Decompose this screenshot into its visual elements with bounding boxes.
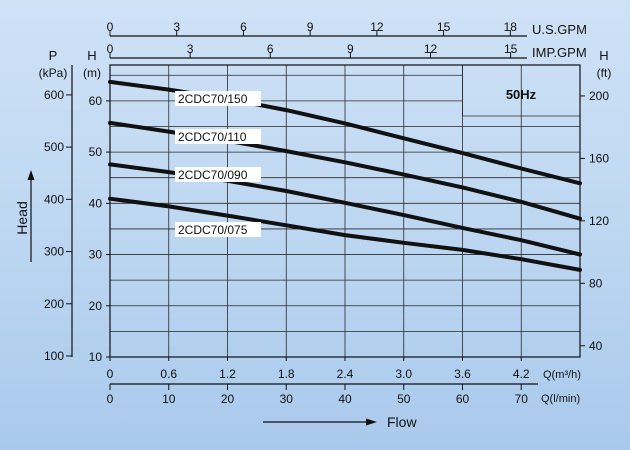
model-label-bg: [175, 167, 261, 182]
impgpm-tick-label: 12: [424, 42, 438, 56]
impgpm-tick-label: 6: [267, 42, 274, 56]
q-m3h-tick-label: 1.2: [219, 367, 236, 381]
q-m3h-unit-label: Q(m³/h): [543, 369, 581, 381]
y-axis-arrow: [27, 170, 35, 262]
q-lmin-tick-label: 70: [515, 392, 529, 406]
q-m3h-tick-label: 3.0: [395, 367, 412, 381]
head-ft-symbol: H: [599, 48, 608, 63]
head-ft-tick-label: 120: [589, 214, 609, 228]
model-label: 2CDC70/075: [178, 223, 248, 237]
curve-2cdc70-075: [108, 196, 582, 272]
model-label-bg: [175, 91, 261, 106]
model-label: 2CDC70/090: [178, 168, 248, 182]
x-axis-arrow: [263, 418, 377, 426]
head-m-tick-label: 20: [89, 299, 103, 313]
head-ft-tick-label: 160: [589, 151, 609, 165]
usgpm-unit-label: U.S.GPM: [532, 22, 587, 37]
usgpm-tick-label: 3: [173, 20, 180, 34]
head-ft-tick-label: 200: [589, 89, 609, 103]
axes: 0 3 6 9 12 15 18 U.S.GPM 0 3 6 9 12 15 IMP.GPM 10 20 30 40…: [39, 20, 612, 406]
y-axis-title: Head: [14, 201, 30, 234]
impgpm-tick-label: 9: [347, 42, 354, 56]
pressure-tick-label: 200: [44, 297, 64, 311]
head-m-tick-label: 10: [89, 350, 103, 364]
model-label-bg: [175, 222, 261, 237]
q-m3h-tick-label: 0.6: [160, 367, 177, 381]
q-lmin-tick-label: 0: [107, 392, 114, 406]
q-lmin-tick-label: 50: [397, 392, 411, 406]
impgpm-tick-label: 3: [187, 42, 194, 56]
impgpm-tick-label: 0: [107, 42, 114, 56]
q-m3h-tick-label: 2.4: [337, 367, 354, 381]
q-lmin-unit-label: Q(l/min): [541, 393, 580, 405]
head-ft-tick-label: 80: [589, 276, 603, 290]
head-m-tick-label: 50: [89, 145, 103, 159]
q-m3h-tick-label: 0: [107, 367, 114, 381]
x-axis-title: Flow: [387, 414, 417, 430]
usgpm-tick-label: 18: [504, 20, 518, 34]
frequency-label: 50Hz: [506, 87, 537, 102]
pressure-tick-label: 500: [44, 140, 64, 154]
performance-curves: 2CDC70/150 2CDC70/110 2CDC70/090 2CDC70/075: [108, 79, 582, 272]
head-ft-tick-label: 40: [589, 339, 603, 353]
head-m-unit: (m): [83, 66, 101, 80]
pressure-tick-label: 400: [44, 192, 64, 206]
head-m-symbol: H: [87, 48, 96, 63]
pressure-symbol: P: [49, 48, 58, 63]
head-m-tick-label: 40: [89, 196, 103, 210]
model-label-bg: [175, 129, 261, 144]
impgpm-unit-label: IMP.GPM: [532, 45, 587, 60]
head-ft-unit: (ft): [597, 66, 612, 80]
usgpm-tick-label: 12: [370, 20, 384, 34]
model-label: 2CDC70/110: [178, 130, 247, 144]
q-m3h-tick-label: 1.8: [278, 367, 295, 381]
impgpm-tick-label: 15: [504, 42, 518, 56]
usgpm-tick-label: 15: [437, 20, 451, 34]
q-lmin-tick-label: 30: [280, 392, 294, 406]
head-m-tick-label: 30: [89, 248, 103, 262]
grid: [110, 65, 580, 357]
q-lmin-tick-label: 40: [338, 392, 352, 406]
q-lmin-tick-label: 10: [162, 392, 176, 406]
pressure-unit: (kPa): [39, 66, 68, 80]
model-label: 2CDC70/150: [178, 92, 248, 106]
q-lmin-tick-label: 20: [221, 392, 235, 406]
head-m-tick-label: 60: [89, 94, 103, 108]
usgpm-tick-label: 6: [240, 20, 247, 34]
q-lmin-tick-label: 60: [456, 392, 470, 406]
usgpm-tick-label: 0: [107, 20, 114, 34]
pressure-tick-label: 300: [44, 245, 64, 259]
pressure-tick-label: 100: [44, 349, 64, 363]
usgpm-tick-label: 9: [307, 20, 314, 34]
q-m3h-tick-label: 3.6: [454, 367, 471, 381]
q-m3h-tick-label: 4.2: [513, 367, 530, 381]
pressure-tick-label: 600: [44, 88, 64, 102]
